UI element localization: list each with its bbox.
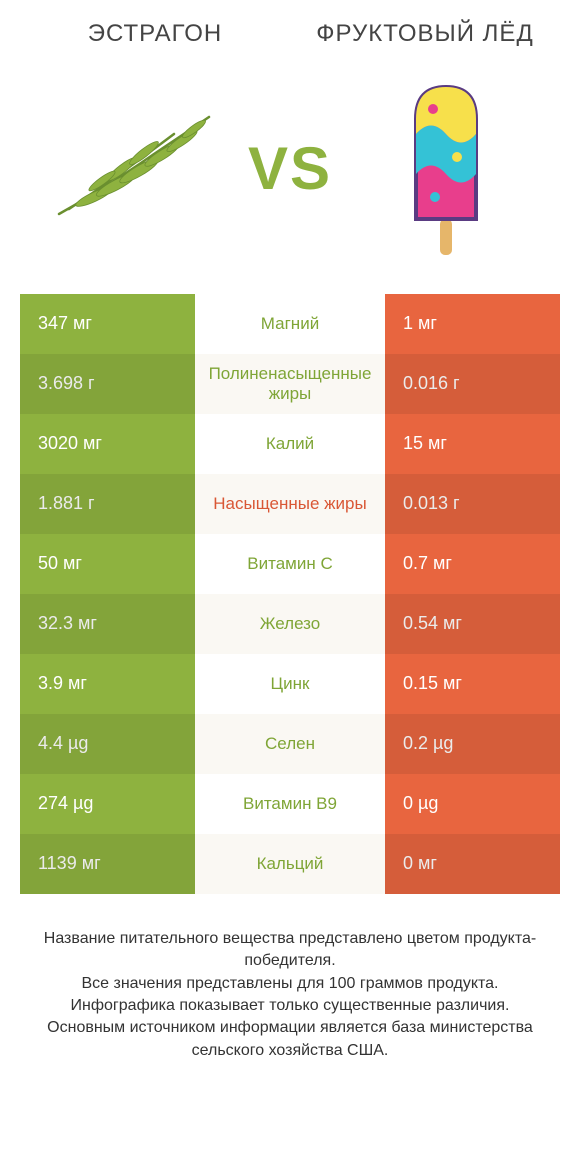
popsicle-icon <box>391 79 501 259</box>
value-left: 32.3 мг <box>20 594 195 654</box>
table-row: 3020 мгКалий15 мг <box>20 414 560 474</box>
value-right: 0.54 мг <box>385 594 560 654</box>
value-right: 0.7 мг <box>385 534 560 594</box>
value-left: 3.9 мг <box>20 654 195 714</box>
nutrient-label: Железо <box>195 594 385 654</box>
table-row: 3.9 мгЦинк0.15 мг <box>20 654 560 714</box>
value-right: 0.2 µg <box>385 714 560 774</box>
table-row: 1139 мгКальций0 мг <box>20 834 560 894</box>
value-left: 3020 мг <box>20 414 195 474</box>
tarragon-icon <box>44 99 224 239</box>
nutrient-label: Цинк <box>195 654 385 714</box>
nutrient-label: Калий <box>195 414 385 474</box>
value-right: 15 мг <box>385 414 560 474</box>
nutrient-label: Полиненасыщенные жиры <box>195 354 385 414</box>
value-left: 50 мг <box>20 534 195 594</box>
table-row: 50 мгВитамин C0.7 мг <box>20 534 560 594</box>
value-right: 0.016 г <box>385 354 560 414</box>
value-left: 274 µg <box>20 774 195 834</box>
value-left: 1139 мг <box>20 834 195 894</box>
value-left: 3.698 г <box>20 354 195 414</box>
value-right: 1 мг <box>385 294 560 354</box>
product-right-icon <box>332 74 560 264</box>
value-left: 4.4 µg <box>20 714 195 774</box>
value-right: 0 µg <box>385 774 560 834</box>
table-row: 32.3 мгЖелезо0.54 мг <box>20 594 560 654</box>
nutrient-label: Витамин B9 <box>195 774 385 834</box>
footnote-text: Название питательного вещества представл… <box>26 928 554 1062</box>
table-row: 347 мгМагний1 мг <box>20 294 560 354</box>
value-left: 347 мг <box>20 294 195 354</box>
comparison-table: 347 мгМагний1 мг3.698 гПолиненасыщенные … <box>20 294 560 894</box>
vs-label: VS <box>248 134 332 203</box>
nutrient-label: Магний <box>195 294 385 354</box>
value-left: 1.881 г <box>20 474 195 534</box>
value-right: 0 мг <box>385 834 560 894</box>
value-right: 0.013 г <box>385 474 560 534</box>
header-row: ЭСТРАГОН ФРУКТОВЫЙ ЛЁД <box>20 20 560 49</box>
nutrient-label: Селен <box>195 714 385 774</box>
nutrient-label: Насыщенные жиры <box>195 474 385 534</box>
value-right: 0.15 мг <box>385 654 560 714</box>
product-left-title: ЭСТРАГОН <box>20 20 290 49</box>
table-row: 274 µgВитамин B90 µg <box>20 774 560 834</box>
nutrient-label: Кальций <box>195 834 385 894</box>
product-left-icon <box>20 74 248 264</box>
header-left: ЭСТРАГОН <box>20 20 290 49</box>
header-right: ФРУКТОВЫЙ ЛЁД <box>290 20 560 49</box>
vs-row: VS <box>20 74 560 264</box>
table-row: 1.881 гНасыщенные жиры0.013 г <box>20 474 560 534</box>
nutrient-label: Витамин C <box>195 534 385 594</box>
product-right-title: ФРУКТОВЫЙ ЛЁД <box>290 20 560 49</box>
table-row: 4.4 µgСелен0.2 µg <box>20 714 560 774</box>
table-row: 3.698 гПолиненасыщенные жиры0.016 г <box>20 354 560 414</box>
